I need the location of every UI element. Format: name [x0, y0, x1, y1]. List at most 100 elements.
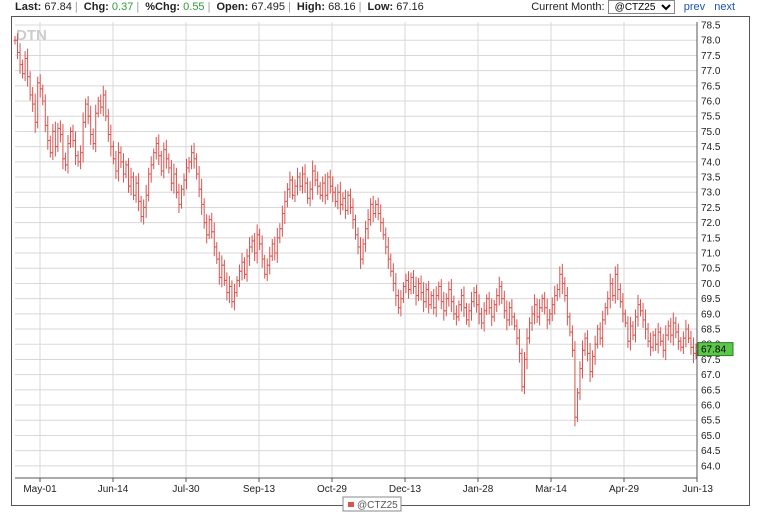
price-bar [263, 254, 267, 279]
y-tick-label: 67.5 [701, 355, 721, 366]
price-bar [167, 153, 171, 174]
price-bar [593, 335, 597, 366]
open-label: Open: [216, 1, 249, 13]
price-bar [641, 302, 645, 328]
price-bar [51, 124, 55, 161]
price-bar [169, 159, 173, 192]
price-bar [369, 198, 373, 226]
price-bar [543, 291, 547, 315]
current-month-label: Current Month: [531, 1, 605, 13]
price-bar [633, 309, 638, 343]
y-tick-label: 77.5 [701, 51, 721, 62]
next-link[interactable]: next [714, 1, 735, 13]
price-bar [482, 302, 486, 332]
last-value: 67.84 [44, 1, 72, 13]
price-bar [235, 276, 239, 297]
low-label: Low: [367, 1, 394, 13]
price-bar [689, 330, 693, 355]
price-bar [222, 259, 226, 286]
x-tick-label: Jan-28 [463, 484, 494, 495]
y-axis: 64.064.565.065.566.066.567.067.568.068.5… [701, 21, 721, 473]
price-bar [232, 283, 237, 311]
y-tick-label: 78.0 [701, 36, 721, 47]
price-bar [590, 350, 595, 378]
y-tick-label: 73.5 [701, 173, 721, 184]
y-tick-label: 72.0 [701, 218, 721, 229]
prev-link[interactable]: prev [683, 1, 706, 13]
price-bar [396, 289, 400, 314]
chg-value: 0.37 [111, 1, 134, 13]
price-bar [681, 331, 685, 355]
price-bar [313, 164, 317, 187]
price-bar [631, 321, 635, 340]
y-tick-label: 71.0 [701, 249, 721, 260]
x-tick-label: Jul-30 [172, 484, 200, 495]
price-bar [200, 178, 204, 215]
price-bar [424, 283, 428, 308]
price-bar [694, 343, 698, 359]
divider: | [207, 1, 211, 13]
price-bar [114, 150, 118, 179]
price-bar [78, 145, 83, 170]
price-bar [527, 317, 532, 344]
price-bar [502, 290, 506, 319]
price-bar [363, 220, 368, 252]
price-bar [139, 195, 143, 223]
price-bar [376, 197, 380, 221]
price-bar [255, 224, 259, 264]
price-bar [374, 200, 378, 218]
price-bar [73, 131, 78, 165]
y-tick-label: 66.5 [701, 385, 721, 396]
price-bar [147, 167, 151, 202]
y-tick-label: 71.5 [701, 233, 721, 244]
price-bar [253, 232, 257, 262]
y-tick-label: 70.0 [701, 279, 721, 290]
price-bar [497, 276, 501, 306]
y-tick-label: 64.0 [701, 461, 721, 472]
price-bar [245, 248, 249, 282]
price-bar [573, 341, 577, 427]
price-bar [674, 316, 678, 339]
price-bar [68, 127, 73, 148]
price-bar [381, 217, 385, 240]
last-price-label: 67.84 [701, 345, 726, 356]
price-bar [379, 204, 383, 232]
price-bar [18, 43, 22, 74]
price-bar [520, 348, 524, 392]
price-bar [31, 86, 35, 113]
price-bar [434, 286, 438, 317]
price-bar [676, 323, 680, 350]
price-bar [596, 324, 600, 349]
x-tick-label: Mar-14 [535, 484, 567, 495]
price-bar [656, 322, 660, 354]
price-bar [99, 94, 103, 114]
x-tick-label: Dec-13 [389, 484, 422, 495]
price-bar [472, 287, 476, 308]
price-bar [427, 280, 431, 314]
pchg-label: %Chg: [145, 1, 181, 13]
x-tick-label: May-01 [23, 484, 57, 495]
price-bar [265, 258, 269, 282]
price-bar [636, 294, 640, 327]
price-bar [469, 291, 474, 321]
price-bar [66, 134, 70, 174]
price-bar [538, 299, 542, 326]
contract-month-select[interactable]: @CTZ25 [607, 0, 675, 14]
price-bar [500, 280, 504, 305]
price-bar [247, 237, 252, 266]
legend-box [342, 496, 402, 512]
price-bar [613, 266, 617, 304]
price-bar [121, 153, 126, 183]
price-bar [530, 305, 534, 331]
price-bar [26, 48, 30, 87]
price-bar [157, 134, 161, 165]
price-bar [487, 291, 491, 315]
price-bar [71, 124, 75, 148]
price-bar [207, 215, 211, 240]
price-bar [646, 322, 650, 348]
legend-swatch [348, 502, 354, 507]
price-bar [442, 291, 446, 321]
price-bar [106, 108, 110, 142]
x-axis: May-01 Jun-14 Jul-30 Sep-13 Oct-29 Dec-13 Jan-… [23, 478, 713, 495]
price-bar [225, 272, 229, 301]
